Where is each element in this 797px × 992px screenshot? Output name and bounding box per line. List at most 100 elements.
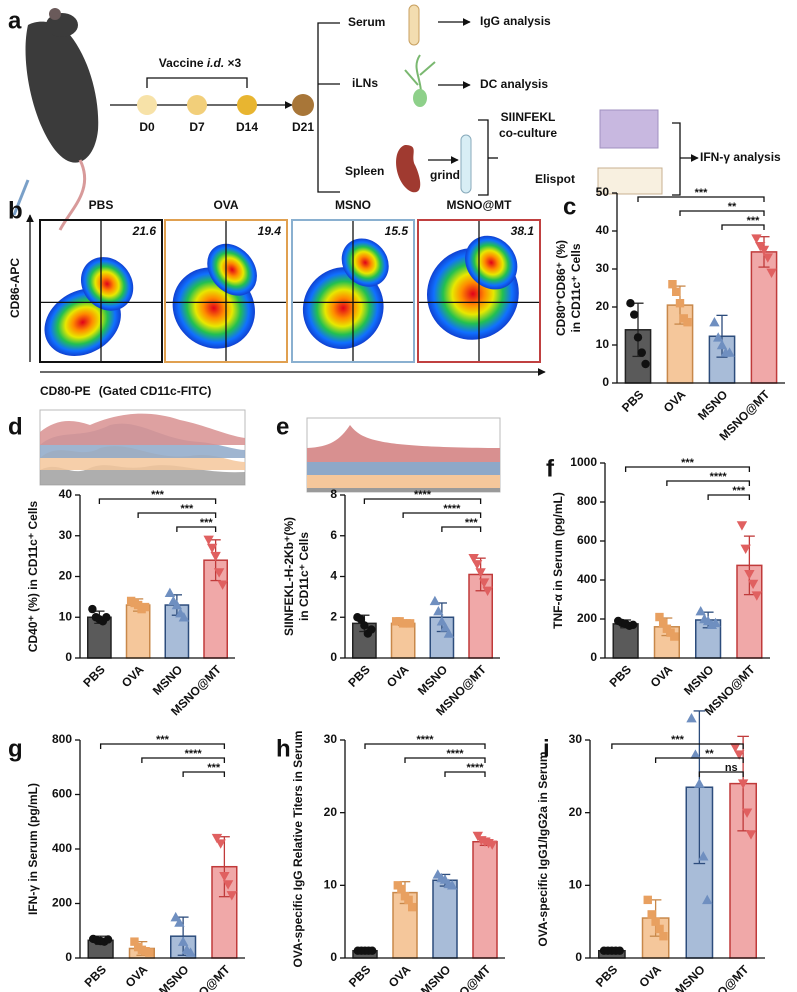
y-tick-label: 400 [577, 572, 597, 586]
panel-letter: c [563, 193, 576, 220]
plot-frame [39, 219, 163, 363]
y-axis-label: in CD11c⁺ Cells [297, 532, 311, 621]
significance-bracket [444, 771, 486, 777]
data-point [206, 543, 218, 554]
significance-label: **** [446, 748, 464, 760]
data-point [641, 359, 650, 369]
significance-label: *** [695, 187, 709, 199]
data-point [145, 948, 154, 957]
ridge-e [306, 417, 501, 493]
y-tick-label: 400 [52, 841, 72, 855]
significance-label: *** [747, 215, 761, 227]
y-tick-label: 600 [52, 787, 72, 801]
y-axis-label: CD80⁺CD86⁺ (%) [554, 240, 568, 336]
y-tick-label: 40 [59, 487, 73, 501]
y-axis-label: TNF-α in Serum (pg/mL) [551, 492, 565, 629]
significance-label: *** [151, 489, 165, 501]
significance-label: ** [705, 748, 714, 760]
data-point [429, 595, 441, 606]
bracket [317, 22, 340, 193]
x-tick-label: PBS [345, 662, 372, 689]
data-point [211, 833, 223, 844]
data-point [730, 743, 741, 753]
panel-b: b CD86-APC CD80-PE (Gated CD11c-FITC) [8, 197, 546, 398]
data-point [203, 535, 214, 546]
significance-label: **** [185, 748, 203, 760]
y-tick-label: 8 [330, 487, 337, 501]
panel-letter: g [8, 735, 23, 762]
data-point [88, 604, 97, 614]
significance-bracket [137, 512, 217, 518]
data-point [709, 317, 720, 327]
x-tick-label: PBS [80, 662, 107, 689]
elispot-icon [597, 167, 663, 195]
y-tick-label: 10 [59, 609, 73, 623]
significance-bracket [176, 526, 217, 532]
data-point [758, 245, 770, 256]
significance-label: *** [156, 734, 170, 746]
data-point [360, 621, 369, 630]
x-tick-label: OVA [661, 387, 689, 415]
panel-letter: f [546, 455, 555, 482]
x-tick-label: PBS [593, 962, 620, 989]
quadrant-value: 38.1 [511, 224, 535, 238]
data-point [745, 830, 757, 840]
y-axis-label: SIINFEKL-H-2Kb⁺(%) [282, 517, 296, 636]
x-tick-label: OVA [123, 962, 151, 990]
data-point [222, 880, 234, 890]
significance-label: **** [466, 762, 484, 774]
significance-bracket [624, 466, 751, 472]
data-point [724, 347, 735, 357]
y-tick-label: 40 [596, 223, 610, 237]
data-point [698, 851, 709, 861]
data-point [675, 299, 685, 308]
y-axis-label: OVA-specific IgG1/IgG2a in Serum [536, 751, 550, 946]
data-point [170, 911, 181, 922]
analysis-label: IFN-γ analysis [700, 150, 781, 164]
significance-bracket [99, 743, 226, 749]
ridge-d [39, 409, 246, 486]
data-point [471, 560, 483, 570]
tissue-label: iLNs [352, 76, 378, 90]
y-tick-label: 0 [330, 950, 337, 964]
significance-bracket [679, 210, 765, 216]
timepoint [137, 95, 157, 115]
x-tick-label: MSNO [156, 962, 191, 992]
y-tick-label: 200 [52, 896, 72, 910]
data-point [447, 880, 458, 890]
data-point [690, 749, 701, 759]
significance-bracket [611, 743, 744, 749]
data-point [655, 612, 664, 622]
timepoint [187, 95, 207, 115]
bar [432, 879, 458, 959]
data-point [177, 936, 189, 946]
data-point [659, 932, 668, 941]
data-point [368, 946, 377, 955]
y-tick-label: 0 [575, 950, 582, 964]
y-tick-label: 600 [577, 533, 597, 547]
timepoint [292, 94, 314, 116]
data-point [482, 586, 493, 596]
significance-bracket [402, 512, 482, 518]
data-point [178, 612, 190, 622]
data-point [102, 613, 111, 622]
data-point [670, 632, 679, 641]
x-tick-label: MSNO [695, 387, 730, 422]
quadrant-value: 15.5 [385, 224, 409, 238]
quadrant-value: 21.6 [132, 224, 157, 238]
x-tick-label: MSNO [150, 662, 185, 697]
significance-bracket [637, 196, 765, 202]
tube-icon [408, 4, 420, 46]
data-point [367, 625, 376, 634]
data-point [762, 253, 773, 263]
data-point [487, 840, 498, 850]
significance-label: ns [725, 762, 738, 774]
y-tick-label: 0 [330, 650, 337, 664]
axis-label: CD86-APC [8, 258, 22, 318]
data-point [710, 617, 721, 628]
significance-label: ** [728, 201, 737, 213]
y-tick-label: 0 [65, 650, 72, 664]
data-point [637, 348, 646, 357]
bar [390, 622, 416, 659]
